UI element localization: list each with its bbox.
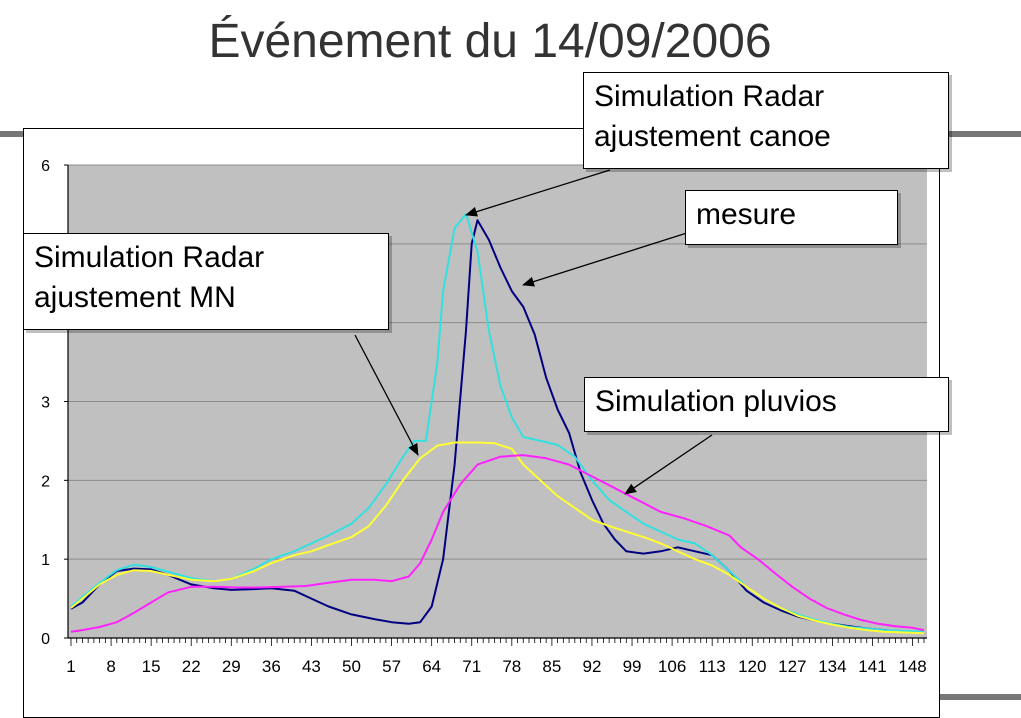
x-tick-label: 148 — [898, 657, 926, 676]
arrow-pluvios — [624, 434, 713, 495]
x-tick-label: 29 — [222, 657, 241, 676]
series-line-pluvios — [70, 454, 925, 633]
annotation-pluvios-line-1: Simulation pluvios — [595, 385, 837, 418]
title-rule-right — [940, 131, 1021, 137]
annotation-mesure: mesure — [685, 190, 898, 245]
x-tick-label: 22 — [182, 657, 201, 676]
annotation-radar-mn-line-1: Simulation Radar — [34, 241, 265, 274]
arrow-mesure — [522, 231, 691, 287]
x-tick-label: 141 — [858, 657, 886, 676]
x-tick-label: 99 — [623, 657, 642, 676]
x-tick-label: 36 — [262, 657, 281, 676]
series-line-mesure — [70, 219, 925, 634]
x-tick-label: 85 — [542, 657, 561, 676]
annotation-radar-canoe: Simulation Radar ajustement canoe — [583, 72, 949, 169]
x-tick-label: 134 — [818, 657, 846, 676]
y-tick-label: 2 — [41, 473, 50, 490]
annotation-radar-mn: Simulation Radar ajustement MN — [23, 233, 389, 330]
x-tick-label: 15 — [142, 657, 161, 676]
annotation-mesure-line-1: mesure — [696, 198, 797, 231]
x-tick-label: 120 — [738, 657, 766, 676]
bottom-rule-right — [940, 694, 1021, 700]
x-tick-label: 8 — [106, 657, 115, 676]
x-tick-label: 127 — [778, 657, 806, 676]
x-tick-label: 50 — [342, 657, 361, 676]
x-tick-label: 43 — [302, 657, 321, 676]
x-tick-label: 92 — [582, 657, 601, 676]
y-tick-label: 6 — [41, 158, 50, 175]
annotation-radar-canoe-line-1: Simulation Radar — [594, 80, 825, 113]
x-tick-label: 78 — [502, 657, 521, 676]
annotation-radar-canoe-line-2: ajustement canoe — [594, 120, 831, 153]
x-tick-label: 1 — [66, 657, 75, 676]
x-tick-label: 113 — [699, 657, 726, 676]
arrow-radar-canoe — [465, 169, 611, 217]
x-tick-label: 64 — [422, 657, 441, 676]
y-tick-label: 1 — [41, 552, 50, 569]
x-tick-label: 71 — [462, 657, 481, 676]
series-line-radar-mn — [70, 441, 925, 635]
y-tick-label: 0 — [41, 631, 50, 648]
x-tick-label: 57 — [382, 657, 401, 676]
page-title: Événement du 14/09/2006 — [208, 15, 772, 68]
annotation-radar-mn-line-2: ajustement MN — [34, 281, 236, 314]
x-tick-label: 106 — [658, 657, 686, 676]
y-tick-label: 3 — [41, 395, 50, 412]
arrow-radar-mn — [354, 334, 419, 456]
annotation-pluvios: Simulation pluvios — [584, 377, 949, 432]
title-rule-left — [0, 131, 24, 137]
